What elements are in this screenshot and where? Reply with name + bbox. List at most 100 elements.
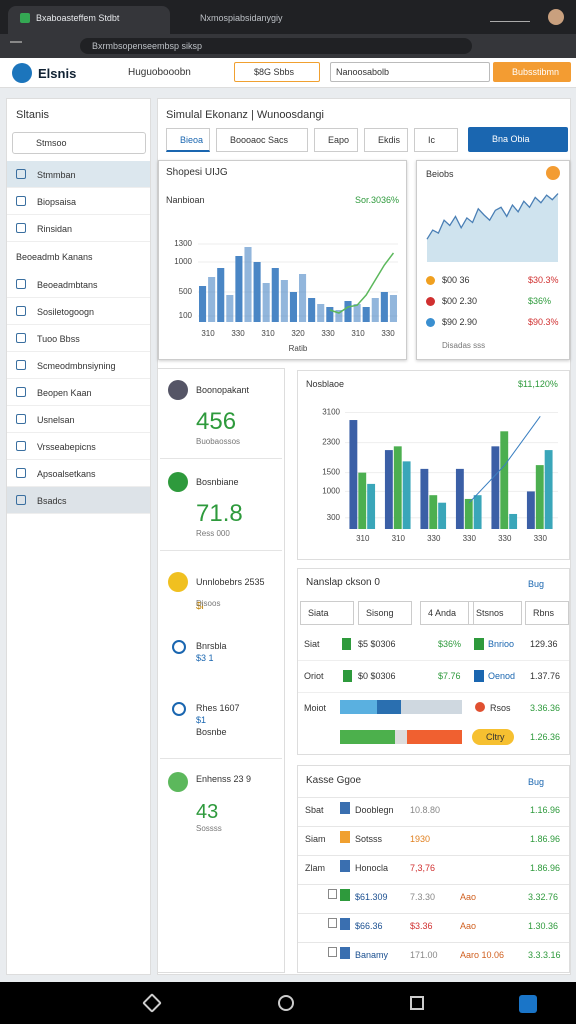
nav-app[interactable] bbox=[519, 995, 537, 1013]
tab-icon bbox=[20, 13, 30, 23]
tab[interactable] bbox=[166, 128, 210, 152]
sidebar-item-text: Rinsidan bbox=[37, 224, 73, 234]
table-link[interactable]: Bug bbox=[528, 579, 545, 589]
legend-label: $90 2.90 bbox=[442, 317, 478, 327]
progress-segment bbox=[407, 730, 462, 744]
table-title: Nanslap ckson 0 bbox=[306, 577, 380, 588]
sidebar-item[interactable] bbox=[7, 487, 150, 514]
check-sub: Bosnbe bbox=[196, 727, 227, 737]
row-icon bbox=[340, 947, 350, 959]
checkbox bbox=[328, 889, 337, 899]
tab[interactable] bbox=[314, 128, 358, 152]
tab-close bbox=[152, 12, 160, 22]
sidebar-item-text: Sosiletogoogn bbox=[37, 307, 95, 317]
filter[interactable] bbox=[234, 62, 320, 82]
sidebar-item-text: Vrsseabepicns bbox=[37, 442, 96, 452]
tab-title[interactable]: Nxmospiabsidanygiy bbox=[200, 13, 283, 23]
sidebar-item-text: Biopsaisa bbox=[37, 197, 77, 207]
tab[interactable] bbox=[364, 128, 408, 152]
card-title: Nosblaoe bbox=[306, 379, 345, 389]
sidebar-item[interactable] bbox=[7, 188, 150, 215]
check-value: $3 1 bbox=[196, 653, 214, 663]
bar bbox=[280, 280, 288, 322]
tab[interactable] bbox=[414, 128, 458, 152]
url-field[interactable] bbox=[80, 38, 472, 54]
sidebar-item[interactable] bbox=[7, 379, 150, 406]
icon bbox=[16, 223, 26, 233]
avatar bbox=[548, 9, 564, 25]
column-header bbox=[300, 601, 354, 625]
header-button[interactable] bbox=[493, 62, 571, 82]
sidebar-item[interactable] bbox=[7, 271, 150, 298]
stat-sub: Buobaossos bbox=[196, 437, 241, 446]
sidebar-item-text: Usnelsan bbox=[37, 415, 75, 425]
cell: 1.16.96 bbox=[530, 805, 561, 815]
sidebar-item[interactable] bbox=[7, 433, 150, 460]
row-icon bbox=[474, 638, 484, 650]
sidebar-item[interactable] bbox=[7, 161, 150, 188]
y-tick-label: 100 bbox=[179, 311, 193, 320]
sidebar-item[interactable] bbox=[7, 298, 150, 325]
bar bbox=[544, 450, 553, 529]
sidebar-item-text: Stmmban bbox=[37, 170, 76, 180]
search[interactable] bbox=[330, 62, 490, 82]
brand: Elsnis bbox=[38, 66, 77, 81]
tab[interactable] bbox=[216, 128, 308, 152]
sidebar-item-text: Tuoo Bbss bbox=[37, 334, 80, 344]
sidebar-item[interactable] bbox=[7, 406, 150, 433]
cell: Sbat bbox=[305, 805, 324, 815]
row-icon bbox=[340, 831, 350, 843]
nav-link[interactable]: Huguobooobn bbox=[128, 67, 191, 78]
bar bbox=[244, 247, 252, 322]
cell: $3.36 bbox=[410, 921, 433, 931]
bar bbox=[371, 298, 379, 322]
y-tick-label: 1000 bbox=[174, 257, 192, 266]
bar bbox=[380, 292, 388, 322]
x-tick-label: 330 bbox=[534, 534, 548, 543]
legend-label: $00 36 bbox=[442, 275, 470, 285]
nav-home[interactable] bbox=[278, 995, 294, 1011]
y-tick-label: 2300 bbox=[322, 438, 340, 447]
bar bbox=[317, 304, 325, 322]
line bbox=[468, 415, 541, 504]
window-controls bbox=[490, 10, 530, 22]
cell: Honocla bbox=[355, 863, 389, 873]
logo bbox=[12, 63, 32, 83]
divider bbox=[298, 692, 569, 693]
main-button[interactable] bbox=[468, 127, 568, 152]
y-tick-label: 300 bbox=[327, 513, 341, 522]
checkbox bbox=[328, 947, 337, 957]
sidebar-item[interactable] bbox=[7, 352, 150, 379]
stat-sub: Sossss bbox=[196, 824, 222, 833]
column-header-text: Sisong bbox=[366, 608, 394, 618]
x-tick-label: 310 bbox=[356, 534, 370, 543]
bar bbox=[335, 310, 343, 322]
bar bbox=[473, 495, 482, 529]
icon bbox=[16, 169, 26, 179]
x-tick-label: 330 bbox=[381, 329, 395, 338]
tab[interactable] bbox=[8, 6, 170, 34]
card bbox=[158, 160, 407, 360]
cell: 1.37.76 bbox=[530, 671, 561, 681]
cell: 1930 bbox=[410, 834, 431, 844]
cell: $0 $0306 bbox=[358, 671, 396, 681]
check-title: Rhes 1607 bbox=[196, 703, 240, 713]
sidebar-section: Beoeadmb Kanans bbox=[16, 252, 93, 262]
sidebar-item[interactable] bbox=[7, 460, 150, 487]
sidebar-title: Sltanis bbox=[16, 109, 50, 121]
icon bbox=[16, 468, 26, 478]
table-link[interactable]: Bug bbox=[528, 777, 545, 787]
divider bbox=[298, 884, 569, 885]
bar bbox=[429, 495, 438, 529]
sidebar-item[interactable] bbox=[7, 325, 150, 352]
area bbox=[427, 193, 558, 262]
card-delta: $11,120% bbox=[518, 379, 558, 389]
sidebar-item[interactable] bbox=[7, 215, 150, 242]
bar bbox=[344, 301, 352, 322]
stat-title: Bosnbiane bbox=[196, 477, 239, 487]
bar bbox=[455, 468, 464, 529]
row-icon bbox=[340, 918, 350, 930]
nav-recent[interactable] bbox=[410, 996, 424, 1010]
sidebar-search[interactable] bbox=[12, 132, 146, 154]
legend-dot bbox=[426, 276, 435, 285]
